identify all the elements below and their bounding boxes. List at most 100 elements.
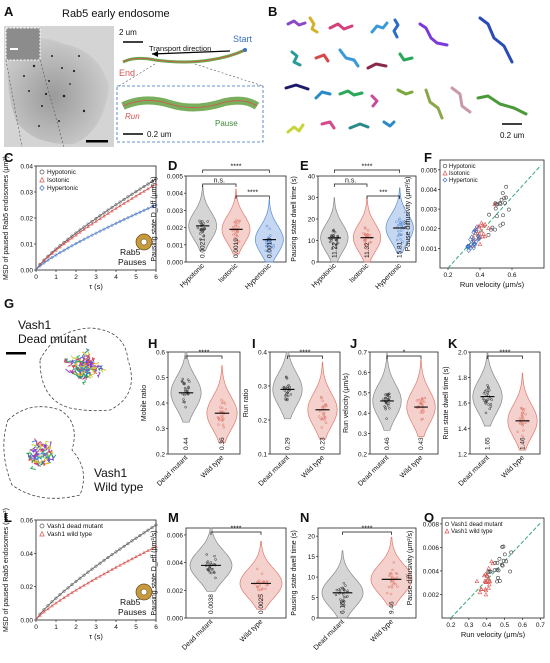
- data-point: [122, 197, 126, 201]
- trajectory: [96, 371, 101, 378]
- trajectory: [30, 465, 36, 470]
- data-point: [509, 550, 514, 555]
- median-label: 11.22: [331, 242, 338, 258]
- category-label: Wild type: [501, 454, 526, 479]
- data-point: [366, 233, 369, 237]
- data-point: [235, 218, 238, 222]
- median-label: 0.0019: [233, 238, 240, 258]
- trajectory-gallery: 0.2 um: [284, 16, 528, 140]
- significance-bracket: [487, 355, 523, 359]
- chart-F: 0.001 0.002 0.003 0.004 0.005 Pause diffusivi…: [405, 159, 545, 289]
- data-point: [495, 579, 499, 584]
- data-point: [258, 584, 262, 587]
- data-point: [504, 184, 509, 189]
- trajectory: [81, 348, 90, 358]
- chart-E: 0 10 20 30 40 Pausing state dwell time (s) 11.…: [291, 164, 417, 291]
- y-tick-label: 0.004: [167, 560, 184, 567]
- data-point: [369, 240, 373, 244]
- x-tick-label: 6: [154, 274, 158, 281]
- data-point: [287, 384, 290, 387]
- data-point: [286, 397, 289, 401]
- data-point: [70, 583, 74, 587]
- data-point: [319, 395, 323, 399]
- data-point: [521, 424, 524, 427]
- data-point: [187, 385, 190, 389]
- data-point: [261, 587, 264, 590]
- category-label: Dead mutant: [357, 454, 390, 487]
- data-point: [524, 412, 527, 416]
- violin: [406, 358, 436, 437]
- data-point: [78, 576, 82, 580]
- data-point: [341, 586, 345, 590]
- data-point: [322, 416, 325, 419]
- plot-frame: [317, 527, 417, 619]
- g-label-top-2: Dead mutant: [18, 332, 87, 346]
- data-point: [383, 405, 386, 408]
- trajectory: [97, 365, 103, 371]
- category-label: Dead mutant: [458, 454, 491, 487]
- data-point: [201, 230, 205, 234]
- median-label: 0.43: [418, 437, 425, 450]
- data-point: [331, 229, 335, 233]
- legend-marker: [39, 176, 45, 183]
- y-tick-label: 0.006: [423, 545, 440, 552]
- trajectory: [45, 441, 49, 447]
- chart-N: 0 5 10 15 20 Pausing state dwell time (s) 6.16…: [291, 526, 417, 652]
- x-tick-label: 0.4: [475, 272, 484, 279]
- median-label: 0.44: [183, 437, 190, 450]
- data-point: [421, 399, 424, 402]
- panel-letter-G: G: [4, 296, 15, 311]
- trajectory: [36, 440, 41, 445]
- data-point: [102, 558, 106, 562]
- data-point: [221, 423, 225, 427]
- data-point: [222, 400, 225, 404]
- data-point: [130, 192, 134, 196]
- data-point: [497, 556, 502, 561]
- g-label-top-1: Vash1: [18, 318, 52, 332]
- x-tick-label: 4: [114, 624, 118, 631]
- trajectory: [76, 367, 80, 370]
- data-point: [233, 236, 236, 240]
- median-label: 15.81: [397, 241, 404, 258]
- data-point: [154, 203, 158, 207]
- chart-D: 0.000 0.001 0.002 0.003 0.004 0.005 Pausing st…: [151, 164, 287, 291]
- significance-label: ****: [231, 164, 242, 171]
- data-point: [323, 418, 326, 422]
- y-tick-label: 0.4: [156, 401, 165, 408]
- data-point: [395, 238, 399, 242]
- trajectory: [84, 359, 89, 364]
- category-label: Isotonic: [217, 262, 239, 284]
- data-point: [202, 234, 206, 237]
- data-point: [524, 421, 527, 425]
- data-point: [500, 545, 505, 549]
- chart-J: 0.2 0.3 0.4 0.5 0.6 0.7 Run velocity (μm/s) 0.4…: [343, 350, 439, 488]
- data-point: [471, 241, 476, 247]
- data-point: [390, 584, 393, 588]
- data-point: [385, 417, 388, 420]
- y-tick-label: 0: [311, 616, 315, 623]
- data-point: [332, 228, 335, 232]
- median-label: 0.36: [219, 437, 226, 450]
- y-tick-label: 20: [308, 534, 316, 541]
- y-axis-label: Pause diffusivity (μm²/s): [407, 531, 414, 606]
- data-point: [501, 558, 506, 563]
- trajectory: [88, 361, 94, 366]
- transport-direction-label: Transport direction: [149, 44, 211, 53]
- data-point: [150, 526, 154, 530]
- legend-label: Vash1 wild type: [451, 529, 493, 535]
- data-point: [487, 212, 491, 217]
- trajectory: [96, 364, 101, 367]
- series-line: [35, 204, 157, 271]
- data-point: [266, 242, 269, 246]
- y-tick-label: 0.6: [156, 350, 165, 357]
- data-point: [465, 243, 470, 249]
- data-point: [210, 568, 213, 571]
- data-point: [110, 205, 114, 209]
- data-point: [389, 592, 393, 596]
- trajectory: [39, 448, 44, 451]
- vash1-trajectories: [3, 327, 132, 499]
- data-point: [234, 232, 238, 236]
- data-point: [202, 222, 206, 225]
- data-point: [182, 398, 185, 401]
- median-label: 1.65: [485, 437, 492, 450]
